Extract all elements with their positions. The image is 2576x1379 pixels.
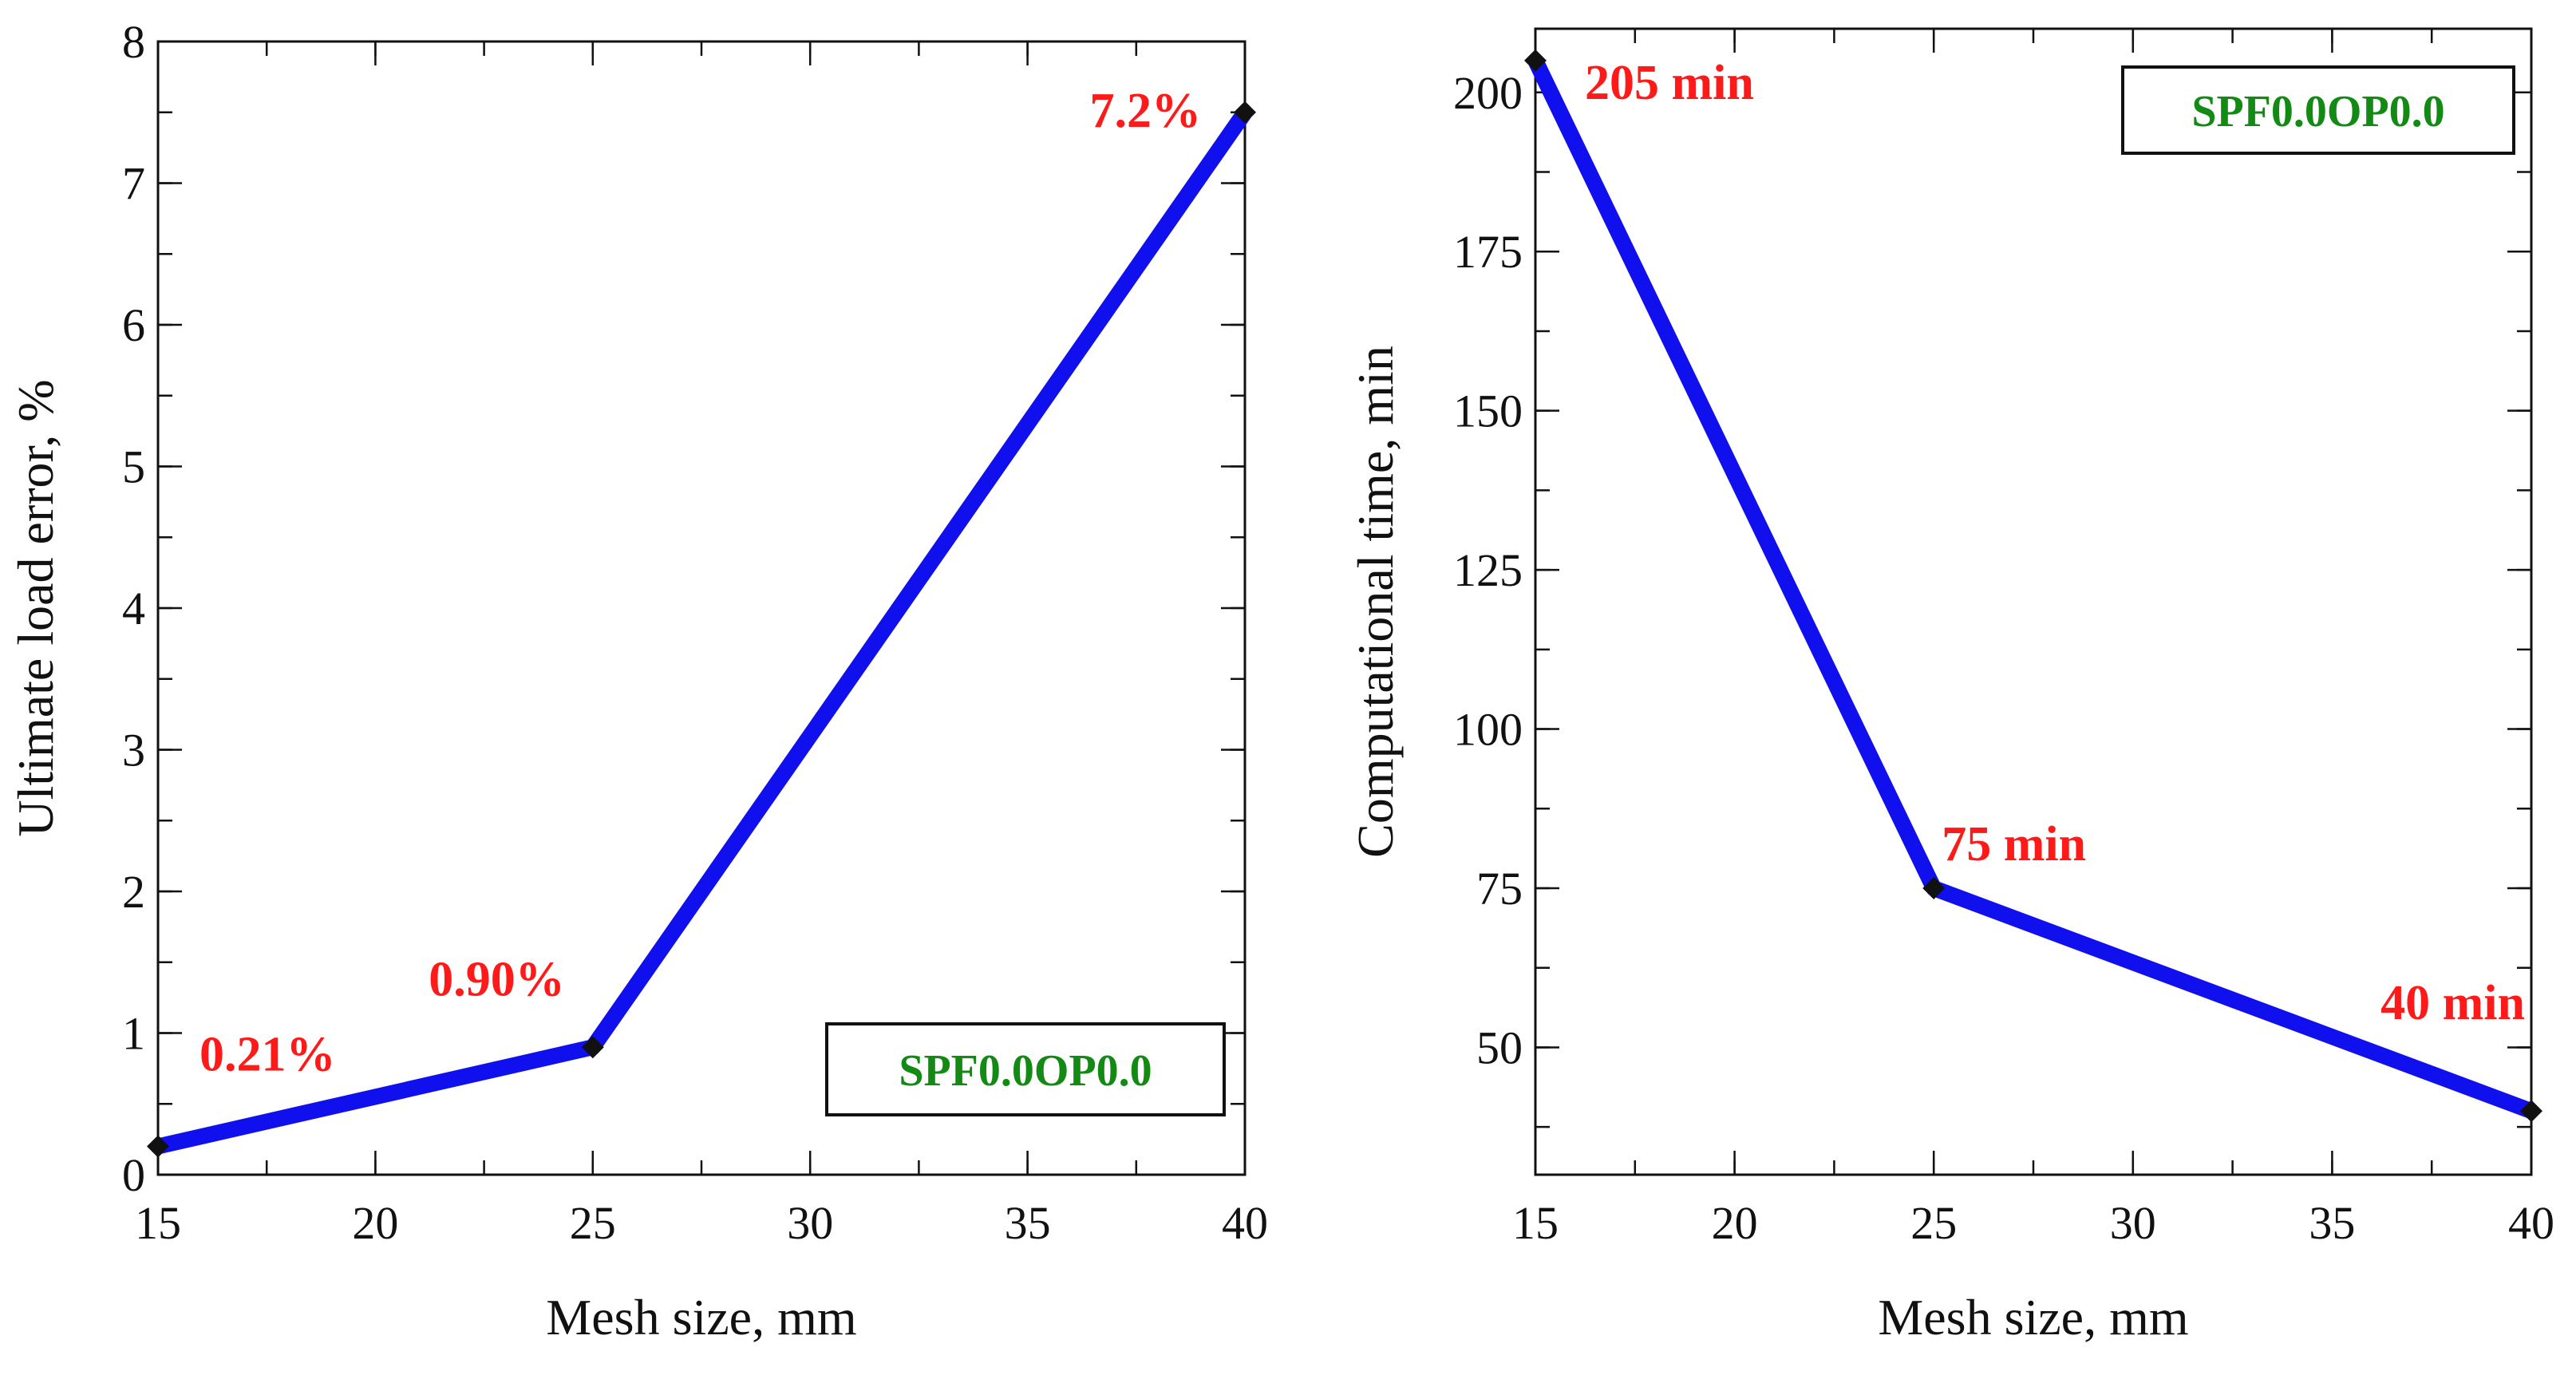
- legend-label: SPF0.0OP0.0: [2191, 87, 2444, 136]
- series-line: [1527, 57, 2535, 1119]
- data-point-marker: [1524, 49, 1547, 72]
- x-axis-title: Mesh size, mm: [1878, 1289, 2188, 1345]
- x-tick-label: 40: [2508, 1197, 2554, 1249]
- y-tick-label: 50: [1476, 1021, 1523, 1073]
- y-tick-label: 4: [122, 583, 145, 634]
- x-tick-label: 35: [1005, 1197, 1051, 1249]
- y-tick-label: 3: [122, 725, 145, 776]
- x-tick-label: 20: [352, 1197, 398, 1249]
- x-tick-label: 25: [1910, 1197, 1957, 1249]
- y-tick-label: 175: [1453, 226, 1523, 278]
- computational-time-chart: 15 20 25 30 35 40 50 75 100 125 150 175 200 Mesh size…: [1347, 27, 2554, 1345]
- y-tick-label: 75: [1476, 863, 1523, 915]
- y-tick-label: 0: [122, 1149, 145, 1201]
- y-tick-label: 150: [1453, 385, 1523, 437]
- y-axis-title: Computational time, min: [1347, 346, 1404, 858]
- x-tick-label: 15: [135, 1197, 181, 1249]
- data-label: 40 min: [2380, 976, 2525, 1030]
- y-tick-label: 125: [1453, 544, 1523, 596]
- legend-box: [825, 1022, 1226, 1116]
- data-point-marker: [2520, 1100, 2542, 1123]
- data-label: 7.2%: [1090, 84, 1202, 138]
- x-axis-title: Mesh size, mm: [546, 1289, 856, 1345]
- y-tick-label: 6: [122, 299, 145, 351]
- y-tick-label: 7: [122, 158, 145, 210]
- data-point-marker: [1234, 101, 1256, 124]
- ultimate-load-error-chart: 15 20 25 30 35 40 0 1 2 3 4 5 6 7 8 Mesh size, mm Ultima…: [7, 16, 1268, 1345]
- x-tick-label: 30: [2110, 1197, 2156, 1249]
- x-tick-label: 30: [787, 1197, 833, 1249]
- y-tick-label: 100: [1453, 704, 1523, 756]
- x-tick-label: 35: [2309, 1197, 2355, 1249]
- y-tick-label: 1: [122, 1008, 145, 1060]
- data-point-marker: [147, 1135, 169, 1158]
- data-label: 205 min: [1585, 56, 1754, 110]
- x-tick-label: 15: [1512, 1197, 1559, 1249]
- y-axis-title: Ultimate load error, %: [7, 379, 64, 836]
- y-tick-label: 5: [122, 441, 145, 493]
- legend: SPF0.0OP0.0: [825, 1022, 1226, 1116]
- legend-box: [2121, 65, 2515, 155]
- data-point-marker: [1922, 877, 1946, 899]
- plot-frame: [156, 40, 1247, 1176]
- x-tick-label: 40: [1222, 1197, 1268, 1249]
- data-label: 0.90%: [429, 952, 565, 1006]
- legend: SPF0.0OP0.0: [2121, 65, 2515, 155]
- legend-label: SPF0.0OP0.0: [899, 1046, 1152, 1096]
- x-tick-label: 20: [1712, 1197, 1758, 1249]
- y-tick-label: 2: [122, 866, 145, 918]
- data-point-marker: [581, 1036, 604, 1059]
- data-label: 75 min: [1942, 817, 2086, 871]
- x-tick-label: 25: [570, 1197, 616, 1249]
- data-label: 0.21%: [200, 1028, 336, 1082]
- y-tick-label: 200: [1453, 67, 1523, 119]
- series-line: [156, 108, 1252, 1155]
- minor-ticks: [156, 40, 1247, 1176]
- y-tick-label: 8: [122, 16, 145, 68]
